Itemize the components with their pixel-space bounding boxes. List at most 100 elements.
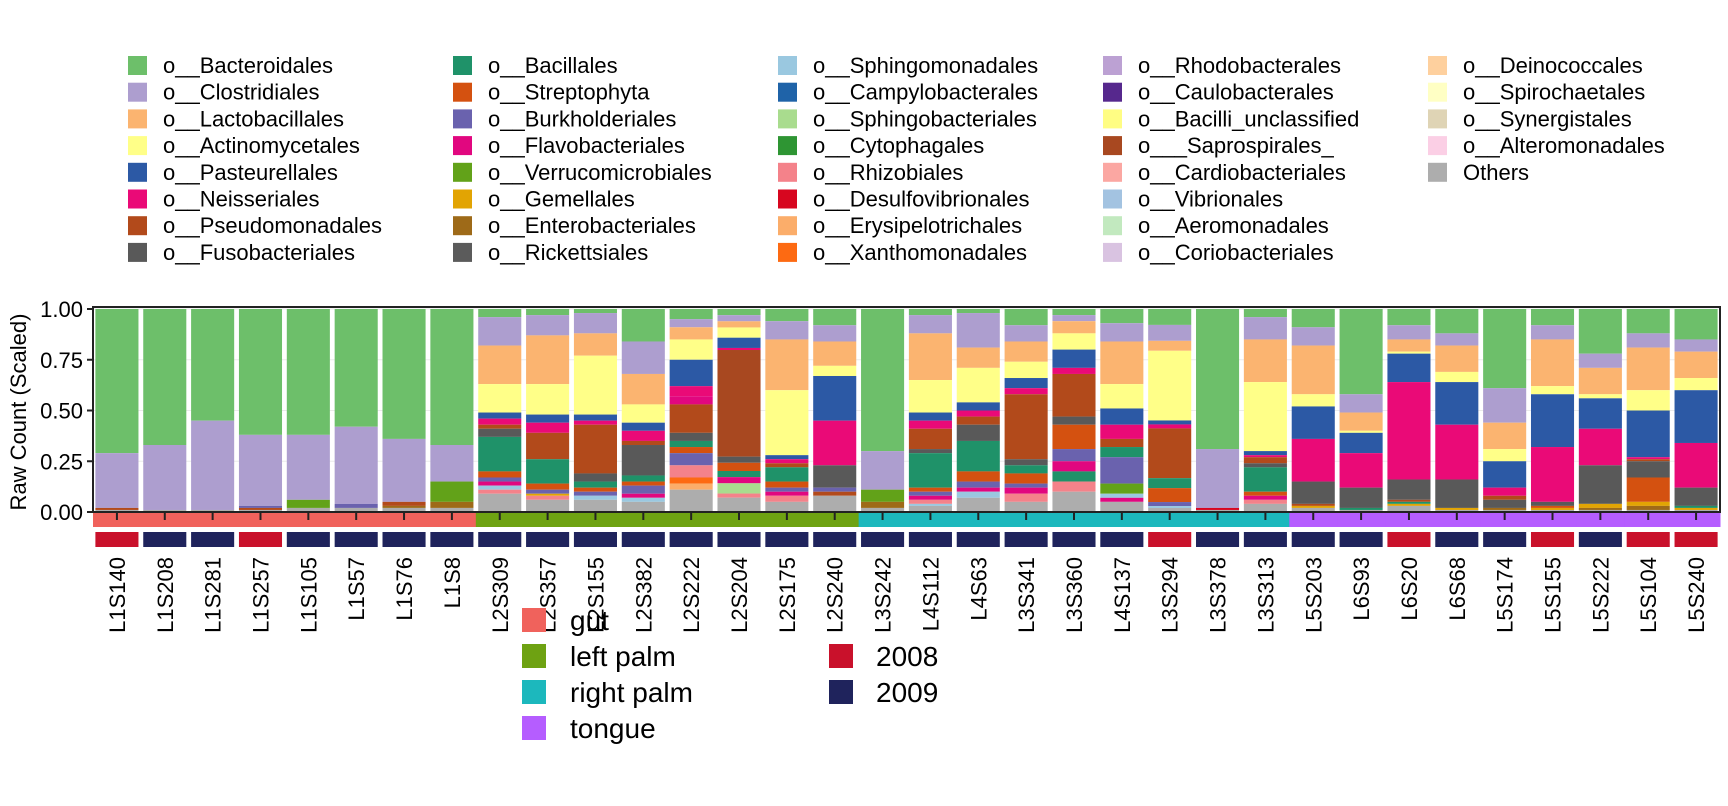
bar-segment — [1627, 348, 1670, 391]
bar-segment — [1052, 461, 1095, 471]
bar-segment — [1387, 504, 1430, 506]
bar-segment — [765, 321, 808, 339]
bar-segment — [670, 490, 713, 512]
bar-segment — [717, 477, 760, 483]
legend-label: o__Bacillales — [488, 53, 618, 78]
site-legend-label: right palm — [570, 677, 693, 708]
year-cell — [670, 532, 713, 547]
bar-segment — [1244, 457, 1287, 463]
legend-swatch — [1103, 163, 1122, 182]
legend-label: o__Gemellales — [488, 187, 635, 212]
bar-segment — [1244, 309, 1287, 317]
bar-segment — [1052, 417, 1095, 425]
year-cell — [957, 532, 1000, 547]
bar-segment — [526, 384, 569, 414]
legend-swatch — [128, 56, 147, 75]
bar-segment — [957, 402, 1000, 410]
bar-L3S313 — [1244, 309, 1287, 512]
y-axis-label: Raw Count (Scaled) — [6, 314, 31, 511]
bar-segment — [909, 421, 952, 429]
bar-segment — [1292, 309, 1335, 327]
legend-label: o__Streptophyta — [488, 80, 650, 105]
bar-segment — [1675, 309, 1718, 339]
bar-segment — [1052, 315, 1095, 321]
year-cell — [1531, 532, 1574, 547]
legend-label: o__Bacteroidales — [163, 53, 333, 78]
legend-swatch — [453, 216, 472, 235]
bar-segment — [1531, 325, 1574, 339]
x-tick-label: L2S204 — [727, 557, 752, 633]
bar-segment — [526, 500, 569, 512]
bar-L5S222 — [1579, 309, 1622, 512]
bar-segment — [670, 484, 713, 490]
bar-segment — [574, 425, 617, 474]
bar-L4S63 — [957, 309, 1000, 512]
bar-segment — [1005, 325, 1048, 341]
bar-segment — [1675, 508, 1718, 510]
bar-L4S112 — [909, 309, 952, 512]
bar-segment — [813, 341, 856, 365]
legend-swatch — [1428, 136, 1447, 155]
bar-segment — [574, 482, 617, 488]
bar-segment — [670, 477, 713, 483]
bar-segment — [430, 502, 473, 508]
bar-segment — [909, 496, 952, 500]
bar-segment — [909, 492, 952, 496]
legend-label: o__Cytophagales — [813, 133, 984, 158]
bar-segment — [1340, 309, 1383, 394]
bar-segment — [1387, 502, 1430, 504]
bar-segment — [765, 496, 808, 502]
legend-swatch — [453, 243, 472, 262]
bar-segment — [622, 309, 665, 341]
bar-segment — [1148, 428, 1191, 478]
bar-segment — [1005, 459, 1048, 465]
year-cell — [95, 532, 138, 547]
bar-segment — [1005, 502, 1048, 512]
bar-segment — [383, 502, 426, 506]
year-cell — [1675, 532, 1718, 547]
bar-segment — [1196, 309, 1239, 449]
x-tick-label: L1S257 — [248, 557, 273, 633]
bar-segment — [717, 457, 760, 463]
bar-segment — [1052, 309, 1095, 315]
bar-segment — [813, 366, 856, 376]
bar-L2S309 — [478, 309, 521, 512]
bar-segment — [1387, 352, 1430, 354]
bar-segment — [1531, 508, 1574, 510]
bar-segment — [1292, 506, 1335, 508]
site-legend-swatch — [522, 644, 546, 668]
bar-segment — [717, 309, 760, 315]
bar-segment — [957, 492, 1000, 498]
bar-segment — [1100, 425, 1143, 439]
bar-segment — [765, 339, 808, 390]
bar-segment — [574, 488, 617, 492]
bar-segment — [957, 488, 1000, 492]
legend-label: o__Enterobacteriales — [488, 213, 696, 238]
bar-segment — [909, 333, 952, 380]
bar-segment — [574, 309, 617, 313]
bar-segment — [1531, 386, 1574, 394]
year-legend-swatch — [829, 680, 853, 704]
bar-segment — [1100, 494, 1143, 498]
x-tick-label: L3S313 — [1253, 557, 1278, 633]
bar-segment — [765, 463, 808, 467]
bar-segment — [622, 502, 665, 512]
bar-segment — [574, 492, 617, 496]
x-tick-label: L1S57 — [344, 557, 369, 621]
bar-segment — [909, 309, 952, 315]
bar-segment — [1052, 333, 1095, 349]
legend-swatch — [453, 190, 472, 209]
legend-swatch — [1428, 109, 1447, 128]
bar-segment — [622, 341, 665, 373]
bar-segment — [957, 441, 1000, 471]
bar-segment — [1244, 496, 1287, 500]
bar-segment — [574, 421, 617, 425]
bar-segment — [1387, 325, 1430, 339]
x-tick-label: L6S68 — [1445, 557, 1470, 621]
bar-segment — [909, 315, 952, 333]
legend-label: o__Cardiobacteriales — [1138, 160, 1346, 185]
legend-label: o__Vibrionales — [1138, 187, 1283, 212]
bar-segment — [1627, 411, 1670, 458]
bar-segment — [813, 496, 856, 512]
year-cell — [143, 532, 186, 547]
